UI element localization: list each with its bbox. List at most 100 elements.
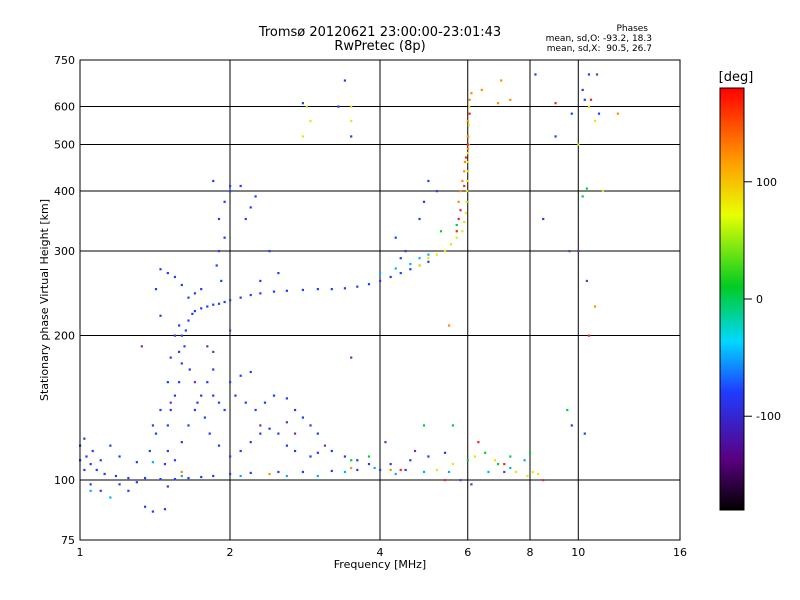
scatter-point (418, 217, 421, 221)
scatter-point (455, 236, 458, 239)
scatter-point (367, 455, 371, 458)
scatter-point (169, 401, 172, 404)
scatter-point (466, 143, 469, 146)
scatter-point (212, 303, 215, 306)
scatter-point (466, 152, 469, 155)
scatter-point (135, 481, 138, 484)
scatter-point (509, 455, 512, 458)
scatter-point (593, 119, 597, 123)
scatter-point (343, 455, 347, 458)
scatter-point (427, 253, 430, 256)
scatter-point (154, 432, 158, 435)
scatter-point (465, 200, 468, 203)
scatter-point (404, 250, 407, 253)
scatter-point (234, 394, 237, 397)
scatter-point (180, 283, 183, 287)
scatter-point (587, 334, 591, 337)
scatter-point (127, 489, 130, 492)
scatter-point (427, 455, 430, 458)
scatter-point (316, 432, 319, 435)
scatter-point (389, 275, 392, 279)
scatter-point (309, 119, 312, 123)
scatter-point (529, 451, 532, 454)
grid-lines (80, 60, 680, 540)
scatter-point (384, 441, 387, 444)
scatter-point (316, 288, 319, 291)
y-tick-label: 300 (54, 245, 75, 258)
scatter-point (277, 271, 280, 275)
scatter-point (509, 466, 512, 470)
scatter-point (577, 250, 580, 253)
scatter-point (244, 217, 247, 221)
scatter-point (503, 470, 506, 474)
phase-info-x-stats: mean, sd,X: 90.5, 26.7 (546, 44, 652, 54)
scatter-point (443, 479, 447, 482)
scatter-point (554, 135, 557, 138)
scatter-point (217, 401, 221, 404)
scatter-point (468, 105, 471, 108)
scatter-point (99, 459, 102, 462)
scatter-point (301, 470, 305, 474)
scatter-point (212, 394, 215, 397)
scatter-point (418, 264, 421, 267)
scatter-point (177, 381, 181, 384)
scatter-point (159, 268, 162, 271)
scatter-point (587, 73, 591, 76)
x-tick-label: 6 (464, 546, 471, 559)
scatter-point (466, 170, 469, 173)
scatter-point (285, 421, 288, 424)
scatter-point (459, 190, 462, 193)
scatter-point (356, 285, 359, 288)
scatter-point (447, 470, 451, 474)
scatter-point (422, 200, 426, 203)
scatter-point (206, 381, 209, 384)
scatter-point (229, 329, 232, 332)
scatter-point (461, 230, 464, 233)
scatter-point (223, 200, 226, 203)
scatter-point (249, 206, 252, 209)
scatter-point (409, 459, 412, 462)
scatter-point (523, 459, 526, 462)
scatter-point (463, 184, 466, 188)
x-tick-label: 16 (673, 546, 687, 559)
scatter-point (85, 455, 88, 458)
scatter-point (140, 345, 143, 348)
scatter-point (89, 483, 92, 486)
scatter-point (585, 187, 588, 190)
scatter-point (399, 468, 402, 472)
scatter-point (159, 314, 162, 317)
scatter-point (487, 470, 490, 474)
scatter-point (389, 468, 392, 472)
scatter-point (223, 236, 226, 239)
scatter-point (169, 408, 172, 412)
scatter-point (180, 362, 183, 365)
scatter-point (503, 462, 506, 466)
scatter-point (422, 424, 426, 427)
scatter-point (249, 471, 252, 475)
scatter-point (466, 135, 469, 138)
scatter-point (173, 275, 177, 279)
scatter-point (305, 105, 308, 108)
scatter-point (188, 368, 191, 371)
colorbar-tick-label: 100 (756, 176, 777, 189)
scatter-point (394, 472, 397, 476)
scatter-point (451, 462, 455, 466)
scatter-point (239, 184, 242, 188)
scatter-point (83, 437, 86, 440)
scatter-point (268, 472, 271, 476)
x-tick-label: 1 (77, 546, 84, 559)
scatter-point (350, 135, 353, 138)
scatter-point (95, 468, 98, 472)
scatter-point (461, 179, 464, 183)
scatter-point (470, 92, 473, 95)
scatter-point (595, 73, 599, 76)
scatter-point (223, 300, 226, 304)
y-tick-label: 100 (54, 474, 75, 487)
scatter-point (455, 230, 458, 233)
scatter-point (212, 368, 215, 371)
scatter-point (272, 394, 276, 397)
scatter-point (193, 408, 197, 412)
scatter-point (166, 271, 169, 275)
scatter-point (103, 472, 106, 476)
scatter-point (217, 444, 221, 447)
